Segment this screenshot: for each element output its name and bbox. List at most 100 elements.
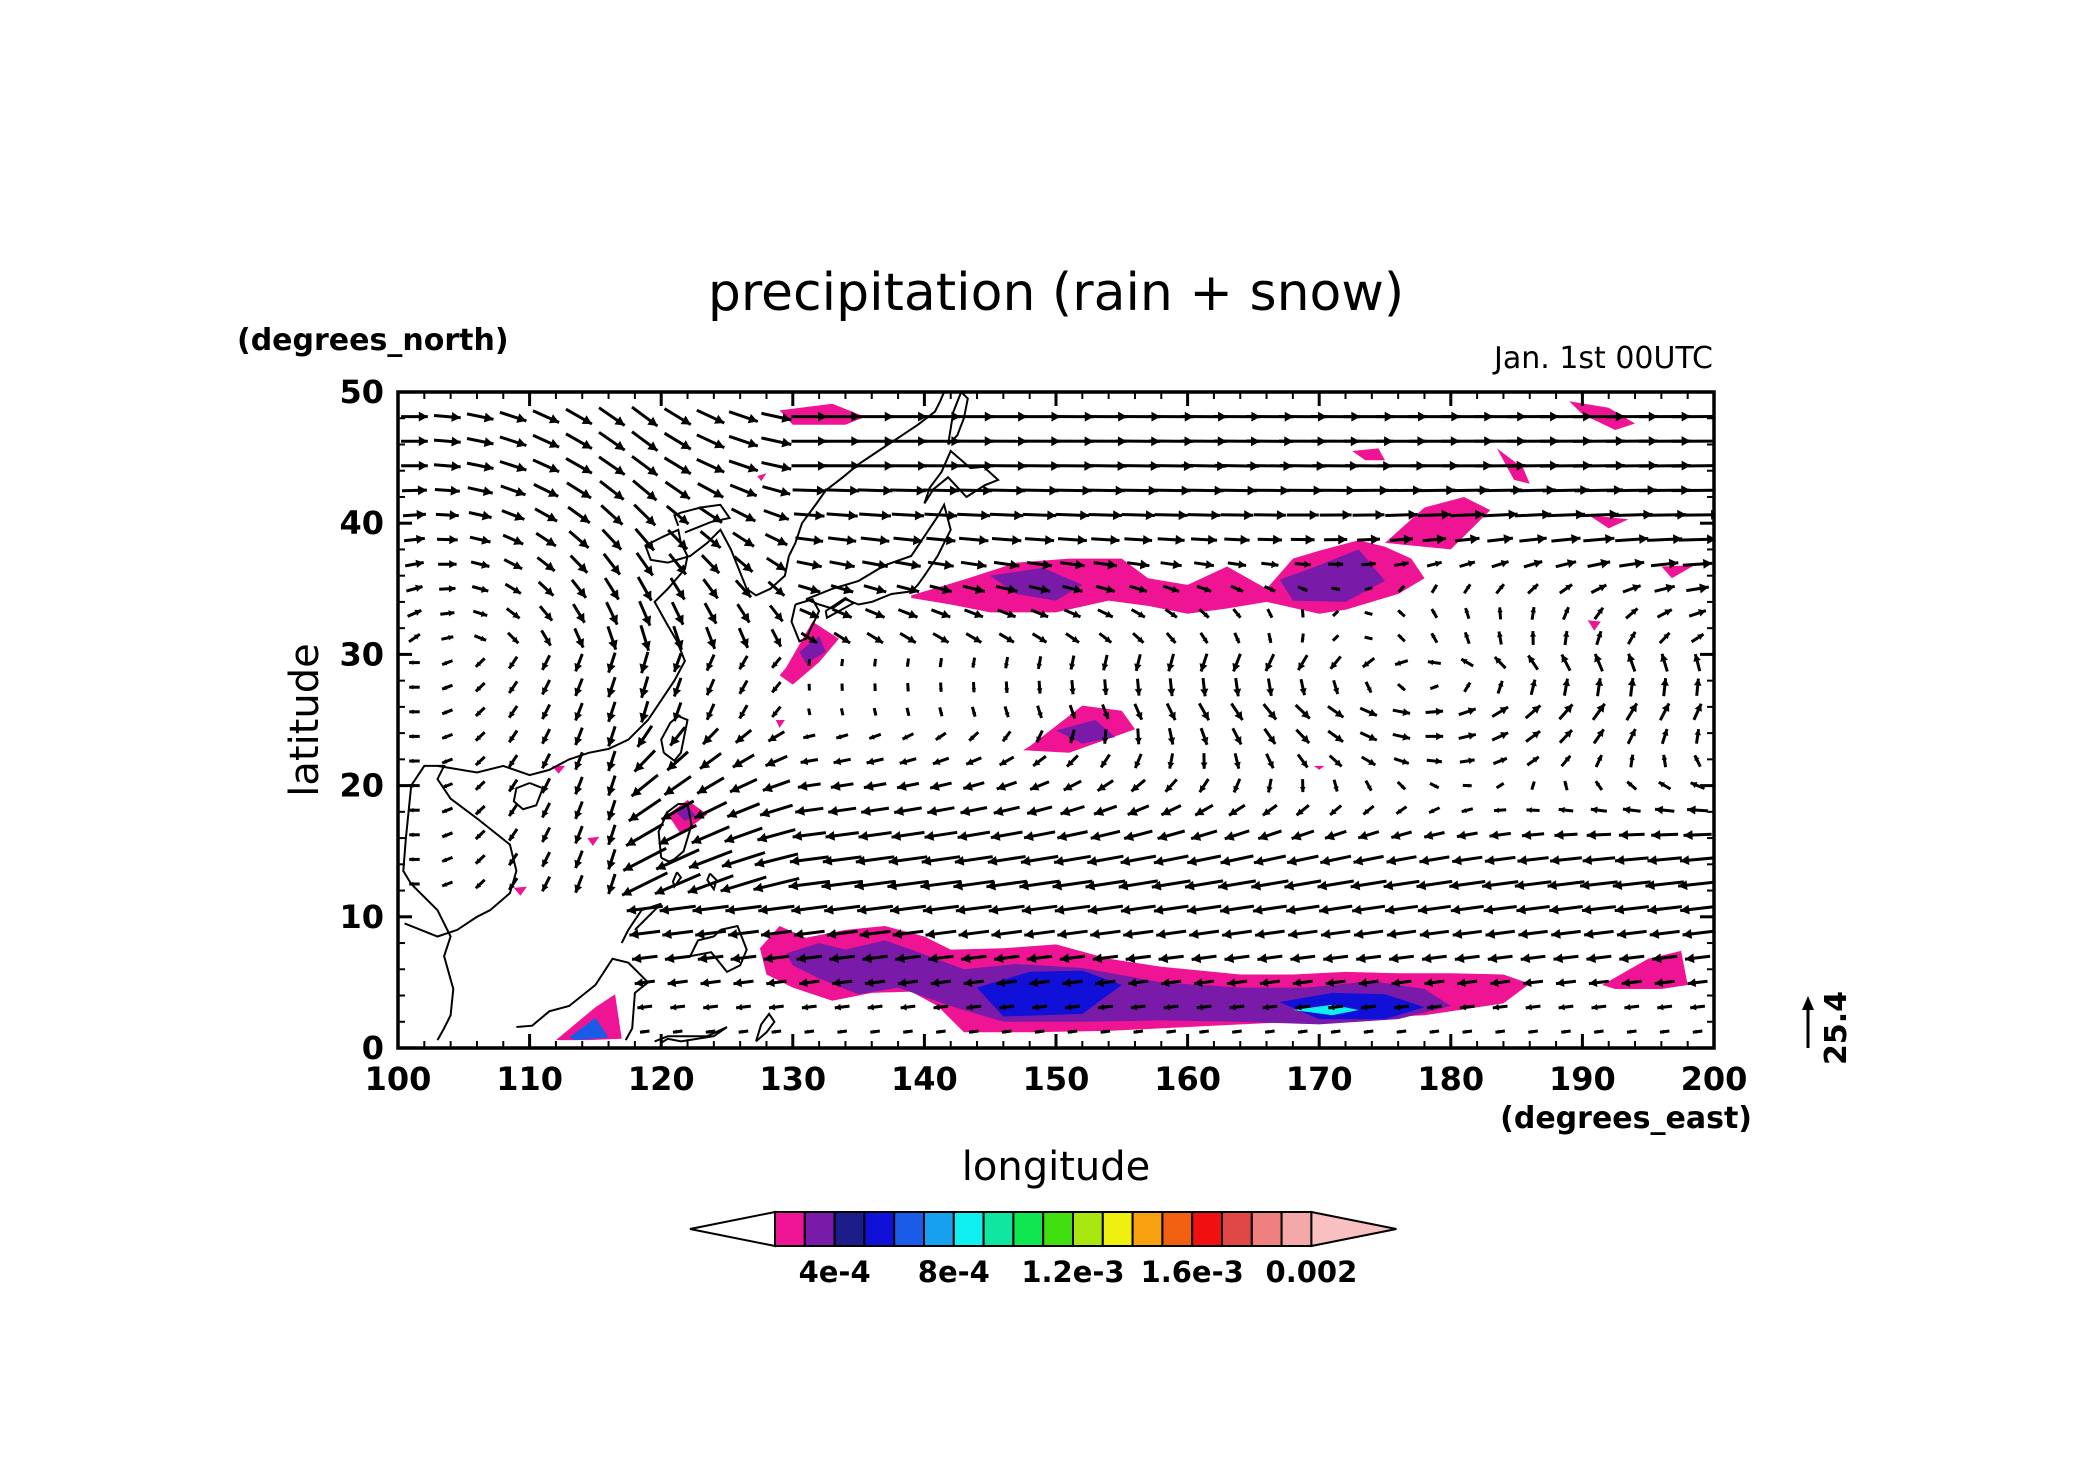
wind-vector-201 bbox=[693, 800, 728, 820]
wind-vector-239 bbox=[730, 507, 757, 523]
x-tick-label: 200 bbox=[1681, 1060, 1748, 1098]
wind-vector-128 bbox=[606, 676, 617, 698]
wind-vector-53 bbox=[470, 560, 490, 569]
wind-vector-159 bbox=[635, 552, 654, 577]
wind-vector-162 bbox=[632, 479, 658, 502]
wind-vector-671 bbox=[1296, 753, 1309, 769]
wind-vector-276 bbox=[788, 879, 831, 891]
wind-vector-877 bbox=[1558, 806, 1574, 814]
wind-vector-438 bbox=[1001, 730, 1012, 743]
wind-vector-995 bbox=[1671, 460, 1715, 471]
wind-vector-899 bbox=[1581, 904, 1616, 915]
wind-vector-32 bbox=[439, 585, 456, 593]
wind-vector-714 bbox=[1358, 978, 1379, 988]
wind-vector-6 bbox=[409, 734, 420, 739]
wind-vector-291 bbox=[793, 510, 825, 521]
wind-vector-12 bbox=[405, 584, 423, 593]
wind-vector-80 bbox=[541, 876, 552, 892]
colorbar-swatch bbox=[1161, 1211, 1194, 1247]
wind-vector-748 bbox=[1396, 780, 1407, 791]
wind-vector-189 bbox=[663, 456, 692, 476]
wind-vector-98 bbox=[532, 433, 560, 449]
colorbar-low-cap bbox=[689, 1210, 776, 1248]
wind-vector-717 bbox=[1351, 904, 1386, 915]
wind-vector-947 bbox=[1657, 1003, 1673, 1011]
wind-vector-301 bbox=[824, 904, 861, 915]
precip-region-30 bbox=[1313, 765, 1325, 770]
wind-vector-407 bbox=[954, 855, 993, 866]
wind-vector-850 bbox=[1521, 830, 1545, 840]
wind-vector-104 bbox=[574, 776, 584, 795]
wind-vector-560 bbox=[1155, 929, 1187, 939]
wind-vector-722 bbox=[1364, 779, 1373, 792]
wind-vector-389 bbox=[938, 657, 943, 668]
wind-vector-661 bbox=[1295, 1003, 1311, 1011]
wind-vector-66 bbox=[507, 729, 519, 744]
wind-vector-358 bbox=[896, 781, 920, 791]
wind-vector-234 bbox=[737, 627, 750, 649]
wind-vector-139 bbox=[598, 406, 626, 427]
wind-vector-283 bbox=[807, 708, 812, 716]
wind-vector-173 bbox=[655, 848, 700, 871]
wind-vector-273 bbox=[796, 953, 823, 964]
x-tick-label: 120 bbox=[628, 1060, 695, 1098]
wind-vector-170 bbox=[662, 929, 694, 939]
wind-vector-36 bbox=[434, 485, 460, 496]
wind-vector-598 bbox=[1199, 631, 1209, 645]
wind-vector-295 bbox=[791, 411, 827, 422]
wind-vector-240 bbox=[729, 483, 758, 498]
wind-vector-175 bbox=[660, 799, 695, 821]
wind-vector-463 bbox=[1032, 755, 1047, 767]
wind-vector-19 bbox=[401, 411, 428, 422]
wind-vector-341 bbox=[862, 560, 889, 570]
wind-vector-416 bbox=[965, 632, 983, 644]
wind-vector-40 bbox=[474, 878, 486, 890]
wind-vector-913 bbox=[1587, 558, 1611, 569]
wind-vector-594 bbox=[1199, 727, 1209, 746]
wind-vector-395 bbox=[924, 510, 958, 521]
wind-vector-824 bbox=[1489, 830, 1511, 840]
wind-vector-257 bbox=[771, 705, 782, 718]
wind-vector-949 bbox=[1651, 953, 1678, 964]
wind-vector-511 bbox=[1087, 854, 1124, 866]
wind-vector-791 bbox=[1459, 1003, 1475, 1011]
wind-vector-635 bbox=[1262, 1003, 1278, 1011]
wind-vector-509 bbox=[1087, 904, 1124, 915]
wind-vector-262 bbox=[767, 580, 786, 597]
wind-vector-646 bbox=[1263, 727, 1277, 745]
wind-vector-108 bbox=[574, 677, 584, 697]
wind-vector-286 bbox=[800, 631, 818, 645]
wind-vector-696 bbox=[1332, 779, 1339, 792]
wind-vector-220 bbox=[733, 978, 754, 988]
wind-vector-811 bbox=[1450, 509, 1485, 520]
wind-vector-161 bbox=[633, 503, 657, 527]
wind-vector-621 bbox=[1230, 702, 1244, 721]
wind-vector-242 bbox=[728, 434, 759, 448]
wind-vector-903 bbox=[1590, 806, 1608, 814]
wind-vector-585 bbox=[1191, 953, 1217, 964]
wind-vector-385 bbox=[932, 756, 950, 766]
wind-vector-986 bbox=[1693, 678, 1702, 696]
wind-vector-483 bbox=[1054, 904, 1091, 915]
wind-vector-379 bbox=[922, 904, 959, 915]
wind-vector-294 bbox=[791, 436, 827, 447]
wind-vector-33 bbox=[438, 560, 457, 569]
wind-vector-989 bbox=[1688, 609, 1707, 618]
wind-vector-405 bbox=[955, 904, 992, 915]
wind-vector-921 bbox=[1624, 1003, 1640, 1011]
wind-vector-973 bbox=[1690, 1003, 1706, 1011]
colorbar-swatch bbox=[982, 1211, 1015, 1247]
wind-vector-289 bbox=[796, 560, 822, 570]
colorbar-high-cap bbox=[1310, 1210, 1397, 1248]
wind-vector-454 bbox=[1029, 978, 1050, 988]
wind-vector-396 bbox=[922, 485, 959, 496]
wind-vector-361 bbox=[905, 707, 911, 717]
wind-vector-16 bbox=[401, 485, 427, 496]
wind-vector-817 bbox=[1492, 1003, 1508, 1011]
wind-vector-8 bbox=[409, 684, 420, 690]
wind-vector-603 bbox=[1187, 510, 1221, 521]
wind-vector-535 bbox=[1120, 904, 1156, 915]
wind-vector-208 bbox=[704, 626, 717, 650]
wind-vector-643 bbox=[1261, 803, 1278, 817]
wind-vector-302 bbox=[821, 879, 863, 891]
